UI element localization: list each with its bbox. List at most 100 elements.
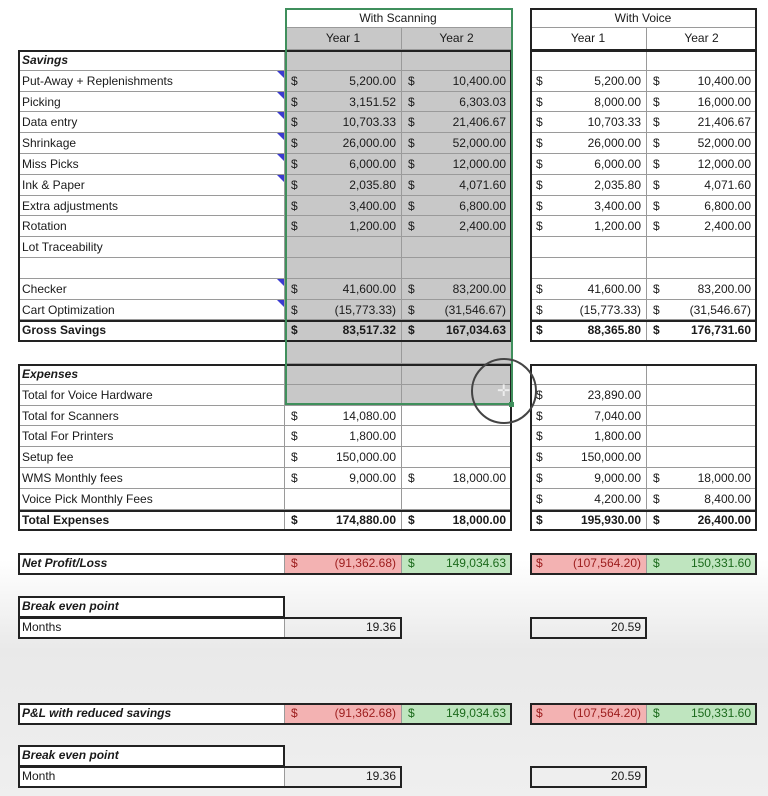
comment-indicator-icon[interactable]: [277, 278, 284, 286]
money-cell[interactable]: [647, 258, 757, 279]
money-cell[interactable]: $ (91,362.68): [285, 703, 402, 725]
money-cell[interactable]: $52,000.00: [402, 133, 512, 154]
money-cell[interactable]: $10,703.33: [285, 112, 402, 134]
money-cell[interactable]: $7,040.00: [530, 405, 647, 427]
empty-cell[interactable]: [285, 50, 402, 71]
money-cell[interactable]: $3,151.52: [285, 91, 402, 113]
money-cell[interactable]: $1,800.00: [285, 426, 402, 448]
money-cell[interactable]: $10,703.33: [530, 112, 647, 134]
money-cell[interactable]: [285, 237, 402, 258]
money-cell[interactable]: $174,880.00: [285, 509, 402, 532]
money-cell[interactable]: $ (31,546.67): [647, 299, 757, 321]
money-cell[interactable]: [285, 258, 402, 279]
money-cell[interactable]: $4,200.00: [530, 488, 647, 510]
money-cell[interactable]: $3,400.00: [530, 195, 647, 217]
money-cell[interactable]: $150,331.60: [647, 703, 757, 725]
comment-indicator-icon[interactable]: [277, 154, 284, 161]
money-cell[interactable]: [402, 237, 512, 258]
money-cell[interactable]: $1,200.00: [285, 216, 402, 238]
empty-cell[interactable]: [285, 342, 402, 364]
money-cell[interactable]: $52,000.00: [647, 133, 757, 154]
money-cell[interactable]: $10,400.00: [402, 70, 512, 92]
money-cell[interactable]: $1,200.00: [530, 216, 647, 238]
money-cell[interactable]: $176,731.60: [647, 320, 757, 343]
money-cell[interactable]: $88,365.80: [530, 320, 647, 343]
money-cell[interactable]: [402, 447, 512, 468]
money-cell[interactable]: [647, 405, 757, 427]
money-cell[interactable]: $167,034.63: [402, 320, 512, 343]
money-cell[interactable]: $41,600.00: [285, 278, 402, 300]
money-cell[interactable]: $150,331.60: [647, 553, 757, 575]
comment-indicator-icon[interactable]: [277, 133, 284, 141]
money-cell[interactable]: $149,034.63: [402, 703, 512, 725]
money-cell[interactable]: $18,000.00: [402, 468, 512, 489]
money-cell[interactable]: $149,034.63: [402, 553, 512, 575]
money-cell[interactable]: $12,000.00: [647, 154, 757, 175]
money-cell[interactable]: $4,071.60: [402, 174, 512, 196]
money-cell[interactable]: $16,000.00: [647, 91, 757, 113]
money-cell[interactable]: $ (31,546.67): [402, 299, 512, 321]
money-cell[interactable]: $23,890.00: [530, 384, 647, 406]
money-cell[interactable]: $21,406.67: [402, 112, 512, 134]
money-cell[interactable]: $6,800.00: [402, 195, 512, 217]
empty-cell[interactable]: [530, 50, 647, 71]
money-cell[interactable]: [402, 258, 512, 279]
money-cell[interactable]: [530, 258, 647, 279]
comment-indicator-icon[interactable]: [277, 91, 284, 99]
money-cell[interactable]: $4,071.60: [647, 174, 757, 196]
comment-indicator-icon[interactable]: [277, 112, 284, 120]
money-cell[interactable]: $9,000.00: [285, 468, 402, 489]
money-cell[interactable]: $2,035.80: [530, 174, 647, 196]
money-cell[interactable]: [647, 384, 757, 406]
break-even-1-voice-value[interactable]: 20.59: [530, 616, 647, 638]
money-cell[interactable]: [402, 426, 512, 448]
money-cell[interactable]: [530, 237, 647, 258]
money-cell[interactable]: $195,930.00: [530, 509, 647, 532]
money-cell[interactable]: $10,400.00: [647, 70, 757, 92]
money-cell[interactable]: $ (107,564.20): [530, 553, 647, 575]
money-cell[interactable]: $ (91,362.68): [285, 553, 402, 575]
empty-cell[interactable]: [530, 364, 647, 385]
money-cell[interactable]: $83,200.00: [647, 278, 757, 300]
break-even-1-scan-value[interactable]: 19.36: [285, 616, 402, 638]
money-cell[interactable]: [647, 447, 757, 468]
money-cell[interactable]: $6,000.00: [530, 154, 647, 175]
money-cell[interactable]: $2,035.80: [285, 174, 402, 196]
money-cell[interactable]: $12,000.00: [402, 154, 512, 175]
money-cell[interactable]: [285, 384, 402, 406]
money-cell[interactable]: $26,400.00: [647, 509, 757, 532]
money-cell[interactable]: $18,000.00: [647, 468, 757, 489]
money-cell[interactable]: $26,000.00: [530, 133, 647, 154]
money-cell[interactable]: [647, 426, 757, 448]
money-cell[interactable]: [285, 488, 402, 510]
money-cell[interactable]: $14,080.00: [285, 405, 402, 427]
break-even-2-voice-value[interactable]: 20.59: [530, 765, 647, 787]
money-cell[interactable]: $ (15,773.33): [530, 299, 647, 321]
money-cell[interactable]: [402, 488, 512, 510]
break-even-2-scan-value[interactable]: 19.36: [285, 765, 402, 787]
money-cell[interactable]: $6,000.00: [285, 154, 402, 175]
money-cell[interactable]: $6,303.03: [402, 91, 512, 113]
money-cell[interactable]: [647, 237, 757, 258]
comment-indicator-icon[interactable]: [277, 174, 284, 182]
money-cell[interactable]: $5,200.00: [285, 70, 402, 92]
comment-indicator-icon[interactable]: [277, 70, 284, 78]
money-cell[interactable]: $6,800.00: [647, 195, 757, 217]
money-cell[interactable]: $41,600.00: [530, 278, 647, 300]
empty-cell[interactable]: [647, 50, 757, 71]
money-cell[interactable]: $18,000.00: [402, 509, 512, 532]
money-cell[interactable]: $9,000.00: [530, 468, 647, 489]
money-cell[interactable]: $83,517.32: [285, 320, 402, 343]
money-cell[interactable]: $150,000.00: [530, 447, 647, 468]
empty-cell[interactable]: [647, 364, 757, 385]
money-cell[interactable]: $26,000.00: [285, 133, 402, 154]
money-cell[interactable]: $2,400.00: [647, 216, 757, 238]
money-cell[interactable]: $21,406.67: [647, 112, 757, 134]
empty-cell[interactable]: [402, 50, 512, 71]
money-cell[interactable]: $2,400.00: [402, 216, 512, 238]
money-cell[interactable]: $1,800.00: [530, 426, 647, 448]
empty-cell[interactable]: [285, 364, 402, 385]
money-cell[interactable]: $ (107,564.20): [530, 703, 647, 725]
money-cell[interactable]: $3,400.00: [285, 195, 402, 217]
money-cell[interactable]: $ (15,773.33): [285, 299, 402, 321]
